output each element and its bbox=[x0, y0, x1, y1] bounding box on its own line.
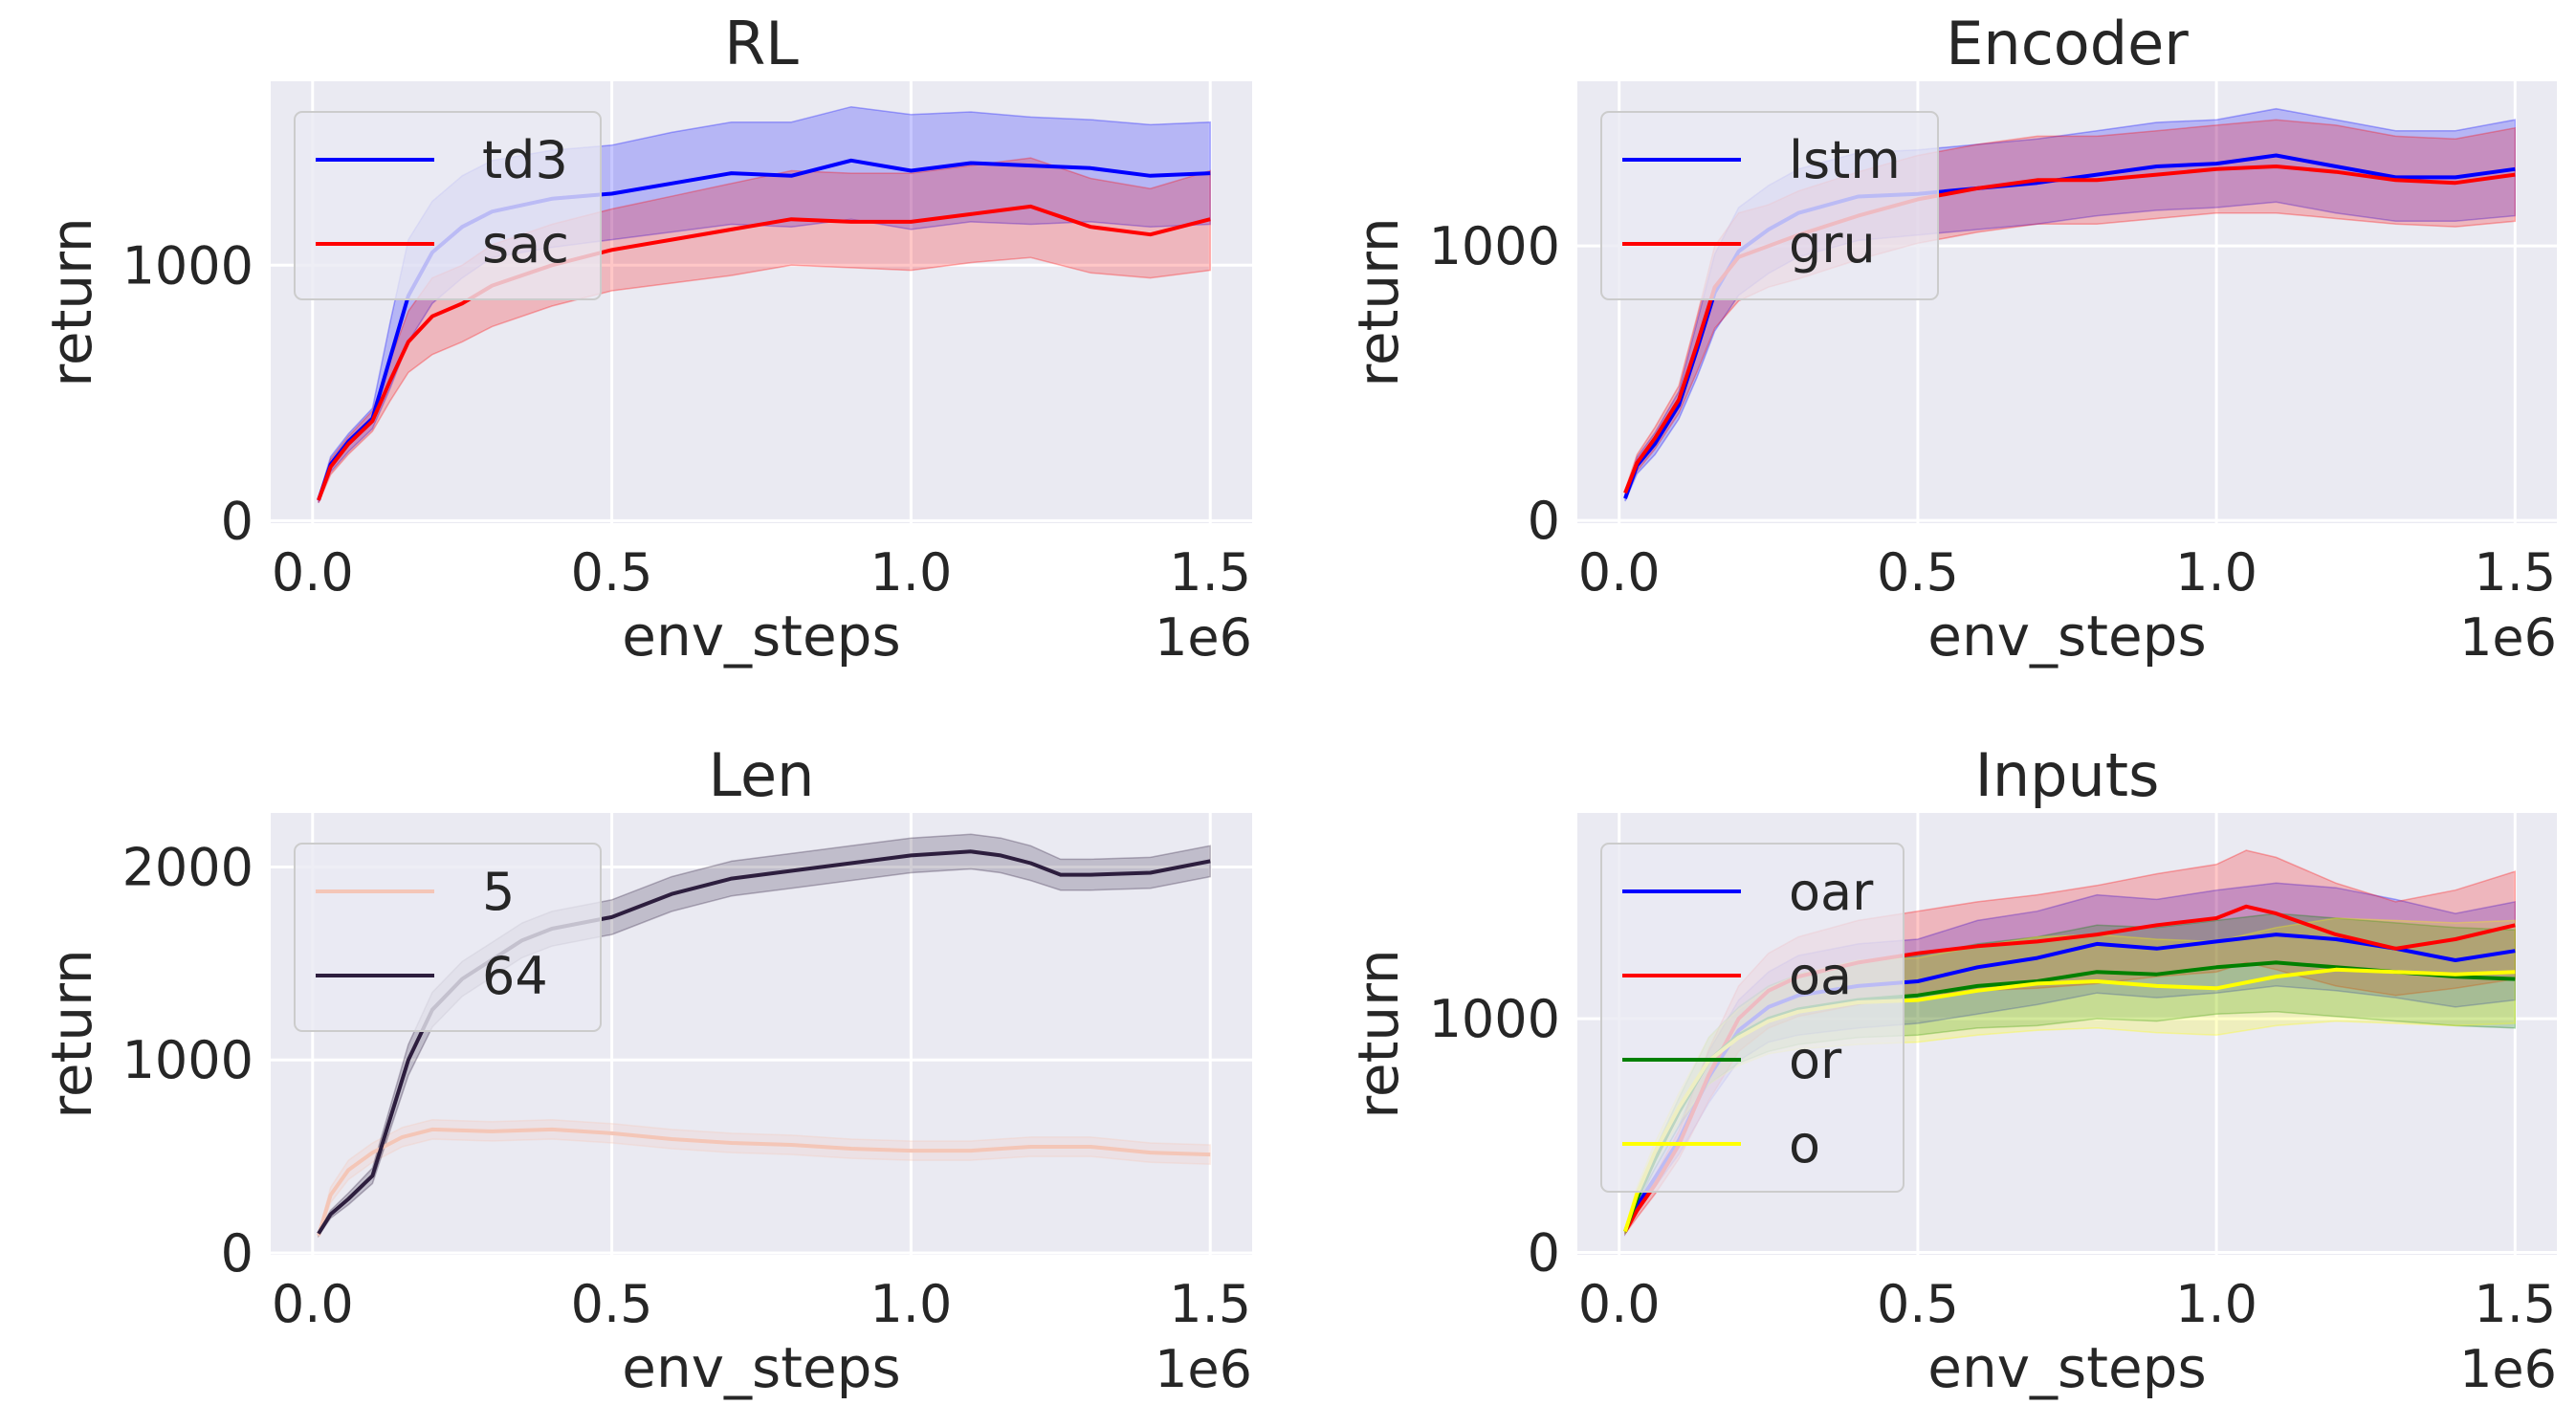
y-tick-label: 1000 bbox=[1429, 216, 1560, 276]
y-tick-label: 2000 bbox=[122, 837, 253, 897]
x-offset-label: 1e6 bbox=[2459, 607, 2557, 668]
line-64 bbox=[317, 849, 1211, 1235]
y-axis-label: return bbox=[1346, 217, 1411, 386]
y-tick-label: 0 bbox=[221, 491, 253, 551]
x-tick-label: 0.0 bbox=[272, 1274, 354, 1334]
chart-title: Encoder bbox=[1946, 9, 2189, 78]
y-axis-label: return bbox=[1346, 949, 1411, 1118]
legend-label-64: 64 bbox=[482, 946, 548, 1006]
x-tick-label: 0.5 bbox=[1877, 542, 1959, 603]
x-axis-label: env_steps bbox=[622, 604, 900, 669]
legend-label-or: or bbox=[1789, 1030, 1842, 1090]
legend-label-5: 5 bbox=[482, 862, 515, 922]
y-tick-label: 1000 bbox=[122, 235, 253, 296]
x-offset-label: 1e6 bbox=[2459, 1339, 2557, 1399]
x-axis-label: env_steps bbox=[1927, 604, 2206, 669]
x-tick-label: 0.0 bbox=[1578, 542, 1661, 603]
line-td3 bbox=[317, 158, 1211, 501]
legend: 564 bbox=[294, 843, 602, 1032]
y-tick-label: 0 bbox=[1528, 491, 1560, 551]
y-tick-label: 1000 bbox=[122, 1030, 253, 1090]
y-tick-label: 0 bbox=[221, 1223, 253, 1284]
x-tick-label: 0.5 bbox=[1877, 1274, 1959, 1334]
legend-box bbox=[1600, 843, 1904, 1193]
x-axis-label: env_steps bbox=[622, 1335, 900, 1400]
line-5 bbox=[317, 1127, 1211, 1237]
y-tick-label: 1000 bbox=[1429, 989, 1560, 1049]
x-offset-label: 1e6 bbox=[1155, 607, 1252, 668]
panel-len: 0.0 0.5 1.0 1.5 0 1000 2000 1e6 Len env_steps retu… bbox=[39, 740, 1252, 1400]
legend-label-sac: sac bbox=[482, 214, 569, 274]
y-axis-label: return bbox=[39, 949, 104, 1118]
legend-label-oar: oar bbox=[1789, 862, 1874, 922]
panel-inputs: 0.0 0.5 1.0 1.5 0 1000 1e6 Inputs env_steps retur… bbox=[1346, 740, 2557, 1400]
y-axis-label: return bbox=[39, 217, 104, 386]
legend-label-gru: gru bbox=[1789, 214, 1876, 274]
legend: lstm gru bbox=[1600, 111, 1939, 300]
x-tick-label: 0.0 bbox=[1578, 1274, 1661, 1334]
legend-label-oa: oa bbox=[1789, 946, 1852, 1006]
x-tick-label: 1.5 bbox=[1169, 1274, 1251, 1334]
x-tick-label: 0.5 bbox=[571, 1274, 653, 1334]
legend: oar oa or o bbox=[1600, 843, 1904, 1193]
panel-rl: 0.0 0.5 1.0 1.5 0 1000 1e6 RL env_steps return td3… bbox=[39, 9, 1252, 669]
panel-encoder: 0.0 0.5 1.0 1.5 0 1000 1e6 Encoder env_steps retu… bbox=[1346, 9, 2557, 669]
legend-box bbox=[294, 843, 602, 1032]
x-tick-label: 1.5 bbox=[2474, 542, 2556, 603]
legend-label-o: o bbox=[1789, 1114, 1820, 1175]
x-tick-label: 0.0 bbox=[272, 542, 354, 603]
x-axis-label: env_steps bbox=[1927, 1335, 2206, 1400]
legend-label-lstm: lstm bbox=[1789, 130, 1901, 190]
chart-title: Inputs bbox=[1975, 740, 2160, 810]
x-tick-label: 1.0 bbox=[870, 542, 952, 603]
x-tick-label: 0.5 bbox=[571, 542, 653, 603]
line-sac bbox=[317, 204, 1211, 501]
x-tick-label: 1.0 bbox=[2175, 542, 2257, 603]
chart-title: RL bbox=[724, 9, 799, 78]
chart-title: Len bbox=[709, 740, 815, 810]
x-tick-label: 1.5 bbox=[2474, 1274, 2556, 1334]
x-tick-label: 1.5 bbox=[1169, 542, 1251, 603]
x-tick-label: 1.0 bbox=[2175, 1274, 2257, 1334]
x-offset-label: 1e6 bbox=[1155, 1339, 1252, 1399]
legend-label-td3: td3 bbox=[482, 130, 568, 190]
x-tick-label: 1.0 bbox=[870, 1274, 952, 1334]
legend: td3 sac bbox=[294, 111, 602, 300]
y-tick-label: 0 bbox=[1528, 1223, 1560, 1284]
